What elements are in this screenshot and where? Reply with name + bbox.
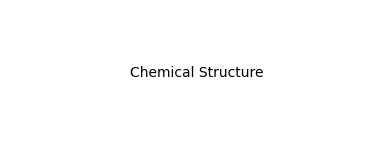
Text: Chemical Structure: Chemical Structure bbox=[130, 66, 263, 80]
